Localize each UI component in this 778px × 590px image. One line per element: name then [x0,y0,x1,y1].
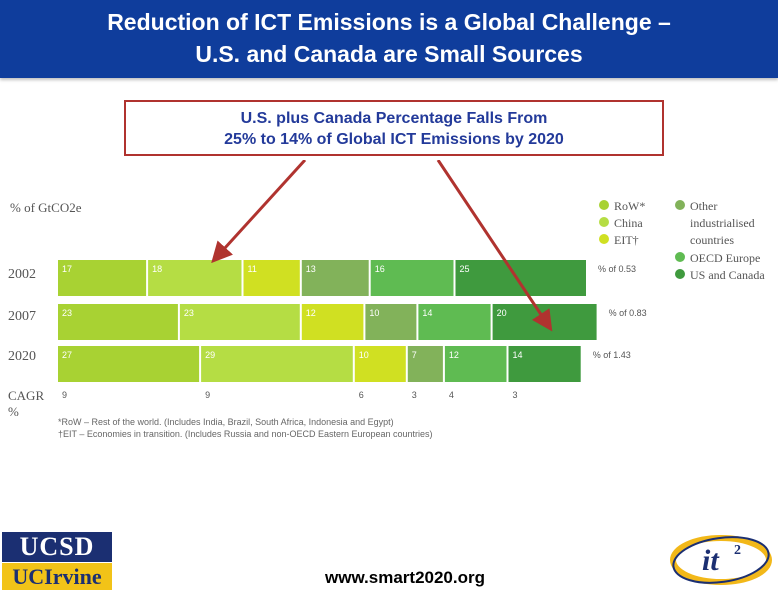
cagr-value: 6 [359,390,364,400]
bar-segment [301,304,364,340]
calit2-logo-text: it [702,544,720,577]
bar-segment [444,346,507,382]
bar-segment [455,260,586,296]
bar-value-label: 16 [375,264,385,274]
bar-segment [370,260,454,296]
legend-other-line3: countries [690,233,734,247]
bar-segment [301,260,369,296]
bar-value-label: 20 [497,308,507,318]
category-label: 2020 [8,349,36,364]
cagr-row: CAGR % 9 9 6 3 4 3 [8,388,518,419]
svg-text:2: 2 [734,543,741,558]
bar-value-label: 14 [422,308,432,318]
legend-row: RoW* [614,199,645,213]
footer-url[interactable]: www.smart2020.org [325,568,485,587]
cagr-value: 9 [62,390,67,400]
bar-value-label: 11 [248,264,257,274]
legend-china: China [614,216,643,230]
legend-eit: EIT† [614,233,639,247]
bar-value-label: 14 [513,350,523,360]
calit2-logo: it 2 [670,535,772,585]
bar-value-label: 18 [152,264,162,274]
cagr-label: CAGR [8,388,44,403]
cagr-value: 3 [513,390,518,400]
legend-us-canada: US and Canada [690,268,765,282]
total-label: % of 0.83 [609,308,647,318]
total-label: % of 1.43 [593,350,631,360]
legend-row-swatch [599,200,609,210]
slide-title-line1: Reduction of ICT Emissions is a Global C… [107,9,671,35]
bar-segment [407,346,443,382]
chart-legend: RoW* China EIT† Other industrialised countrie… [599,199,765,282]
ucirvine-logo: UCIrvine [2,563,112,590]
legend-other-swatch [675,200,685,210]
callout-line2: 25% to 14% of Global ICT Emissions by 20… [224,131,564,148]
slide-title-line2: U.S. and Canada are Small Sources [195,41,583,67]
cagr-value: 3 [412,390,417,400]
legend-us-canada-swatch [675,269,685,279]
legend-other: Other [690,199,717,213]
bar-value-label: 7 [412,350,417,360]
footnote-row: *RoW – Rest of the world. (Includes Indi… [58,417,394,427]
cagr-value: 9 [205,390,210,400]
bar-value-label: 23 [184,308,194,318]
bar-row-2020: 2020 27 29 10 7 12 14 % of 1.43 [8,346,631,382]
bar-segment [148,260,242,296]
legend-other-line2: industrialised [690,216,755,230]
legend-oecd-europe: OECD Europe [690,251,760,265]
bar-segment [418,304,491,340]
legend-eit-swatch [599,234,609,244]
arrow-left [211,160,307,264]
legend-oecd-europe-swatch [675,252,685,262]
legend-china-swatch [599,217,609,227]
bar-segment [365,304,417,340]
ucsd-logo: UCSD [2,532,112,562]
cagr-unit: % [8,404,19,419]
title-bar: Reduction of ICT Emissions is a Global C… [0,0,778,78]
category-label: 2007 [8,309,36,324]
bar-value-label: 25 [460,264,470,274]
bar-row-2002: 2002 17 18 11 13 16 25 % of 0.53 [8,260,636,296]
bar-segment [354,346,406,382]
bar-segment [58,346,200,382]
bar-value-label: 13 [306,264,316,274]
emissions-chart: % of GtCO2e 2002 17 18 11 13 16 25% of 0.53200… [8,160,765,439]
bar-value-label: 10 [369,308,379,318]
category-label: 2002 [8,267,36,282]
bar-segment [58,260,147,296]
callout-line1: U.S. plus Canada Percentage Falls From [240,110,548,127]
arrow-right [436,160,553,332]
bar-row-2007: 2007 23 23 12 10 14 20 % of 0.83 [8,304,647,340]
bar-segment [58,304,178,340]
y-axis-label: % of GtCO2e [10,200,82,215]
bar-segment [243,260,300,296]
bar-value-label: 23 [62,308,72,318]
total-label: % of 0.53 [598,264,636,274]
bar-value-label: 10 [359,350,369,360]
bar-segment [179,304,300,340]
bar-value-label: 27 [62,350,72,360]
cagr-value: 4 [449,390,454,400]
bar-value-label: 12 [306,308,316,318]
bar-value-label: 29 [205,350,215,360]
bar-value-label: 12 [449,350,459,360]
bar-segment [201,346,353,382]
bar-segment [508,346,581,382]
bar-value-label: 17 [62,264,72,274]
callout-box: U.S. plus Canada Percentage Falls From 2… [124,100,664,156]
footnote-eit: †EIT – Economies in transition. (Include… [58,429,433,439]
